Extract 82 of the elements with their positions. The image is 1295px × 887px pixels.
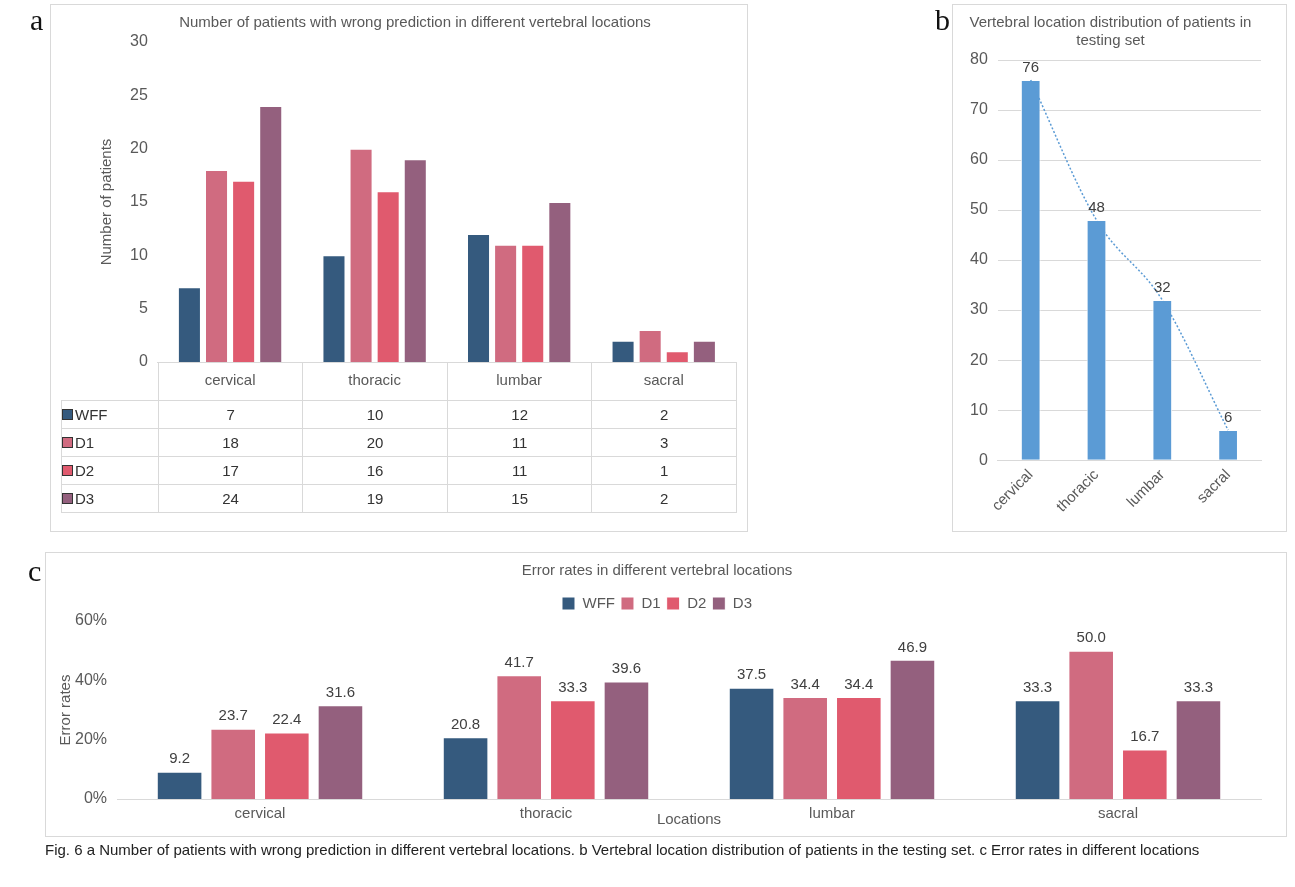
data-label: 31.6 xyxy=(325,682,356,700)
data-label: 20.8 xyxy=(450,714,481,732)
legend-label: D1 xyxy=(74,434,95,451)
y-tick-label: 80 xyxy=(970,50,988,68)
legend-label: D3 xyxy=(732,593,753,611)
legend-label: D3 xyxy=(74,490,95,507)
text: a xyxy=(30,3,44,36)
caption: Fig. 6 a Number of patients with wrong prediction in different vertebral locations. b Vertebral location distribution of patients in the testing set. c Error rates in different locations xyxy=(45,840,1201,860)
x-tick-label: thoracic xyxy=(348,371,402,389)
y-tick-label: 30 xyxy=(970,300,988,318)
data-label: 6 xyxy=(1223,407,1233,425)
data-label: 50.0 xyxy=(1076,628,1106,646)
data-label: 1 xyxy=(660,462,669,479)
chart-title: Vertebral location distribution of patients in testing set xyxy=(969,13,1252,49)
data-label: 19 xyxy=(366,490,384,507)
x-tick-label: sacral xyxy=(643,371,684,389)
y-tick-label: 50 xyxy=(970,200,988,218)
data-label: 76 xyxy=(1022,57,1040,75)
data-label: 32 xyxy=(1153,277,1171,295)
y-tick-label: 30 xyxy=(130,32,148,50)
data-label: 7 xyxy=(226,406,235,423)
x-tick-label: cervical xyxy=(204,371,256,389)
data-label: 15 xyxy=(511,490,528,507)
data-label: 24 xyxy=(222,490,239,507)
data-label: 33.3 xyxy=(1183,677,1214,695)
y-tick-label: 0 xyxy=(138,352,148,370)
data-label: 33.3 xyxy=(558,677,588,695)
data-label: 11 xyxy=(511,462,528,479)
legend-label: WFF xyxy=(74,406,108,423)
x-tick-label: thoracic xyxy=(519,804,573,822)
data-label: 18 xyxy=(222,434,239,451)
data-label: 22.4 xyxy=(272,710,302,728)
data-label: 9.2 xyxy=(169,749,191,767)
x-tick-label: sacral xyxy=(1098,804,1139,822)
chart-title: Number of patients with wrong prediction in different vertebral locations xyxy=(179,13,651,31)
data-label: 39.6 xyxy=(611,659,642,677)
y-tick-label: 40 xyxy=(970,250,988,268)
y-tick-label: 60 xyxy=(970,150,988,168)
y-tick-label: 0 xyxy=(978,450,988,468)
y-tick-label: 20% xyxy=(74,730,108,748)
data-label: 3 xyxy=(660,434,669,451)
data-label: 11 xyxy=(511,434,528,451)
data-label: 2 xyxy=(660,406,669,423)
text: b xyxy=(935,3,950,36)
data-label: 10 xyxy=(366,406,384,423)
data-label: 23.7 xyxy=(218,706,248,724)
data-label: 46.9 xyxy=(897,637,928,655)
chart-title: Error rates in different vertebral locations xyxy=(521,561,793,579)
data-label: 2 xyxy=(660,490,669,507)
x-tick-label: lumbar xyxy=(496,371,543,389)
y-tick-label: 10 xyxy=(970,400,988,418)
y-tick-label: 0% xyxy=(83,789,108,807)
data-label: 37.5 xyxy=(736,665,767,683)
y-tick-label: 5 xyxy=(138,299,148,317)
y-tick-label: 60% xyxy=(74,611,108,629)
y-axis-title: Number of patients xyxy=(97,138,115,266)
text: c xyxy=(28,554,42,587)
data-label: 16 xyxy=(366,462,384,479)
legend-label: D2 xyxy=(74,462,95,479)
data-label: 48 xyxy=(1088,197,1105,215)
data-label: 41.7 xyxy=(504,652,534,670)
y-tick-label: 40% xyxy=(74,670,108,688)
legend-label: D2 xyxy=(687,593,707,611)
y-tick-label: 20 xyxy=(130,139,148,157)
data-label: 34.4 xyxy=(844,674,874,692)
x-tick-label: cervical xyxy=(234,804,286,822)
y-tick-label: 15 xyxy=(130,192,148,210)
data-label: 33.3 xyxy=(1022,677,1053,695)
data-label: 17 xyxy=(222,462,239,479)
legend-label: WFF xyxy=(582,593,615,611)
x-axis-title: Locations xyxy=(656,810,722,828)
data-label: 16.7 xyxy=(1130,727,1160,745)
data-label: 20 xyxy=(366,434,384,451)
data-label: 12 xyxy=(511,406,528,423)
x-tick-label: lumbar xyxy=(809,804,855,822)
y-tick-label: 10 xyxy=(130,245,148,263)
y-axis-title: Error rates xyxy=(56,674,74,746)
y-tick-label: 25 xyxy=(130,85,148,103)
data-label: 34.4 xyxy=(790,674,820,692)
y-tick-label: 70 xyxy=(970,100,988,118)
y-tick-label: 20 xyxy=(970,350,988,368)
legend-label: D1 xyxy=(641,593,661,611)
